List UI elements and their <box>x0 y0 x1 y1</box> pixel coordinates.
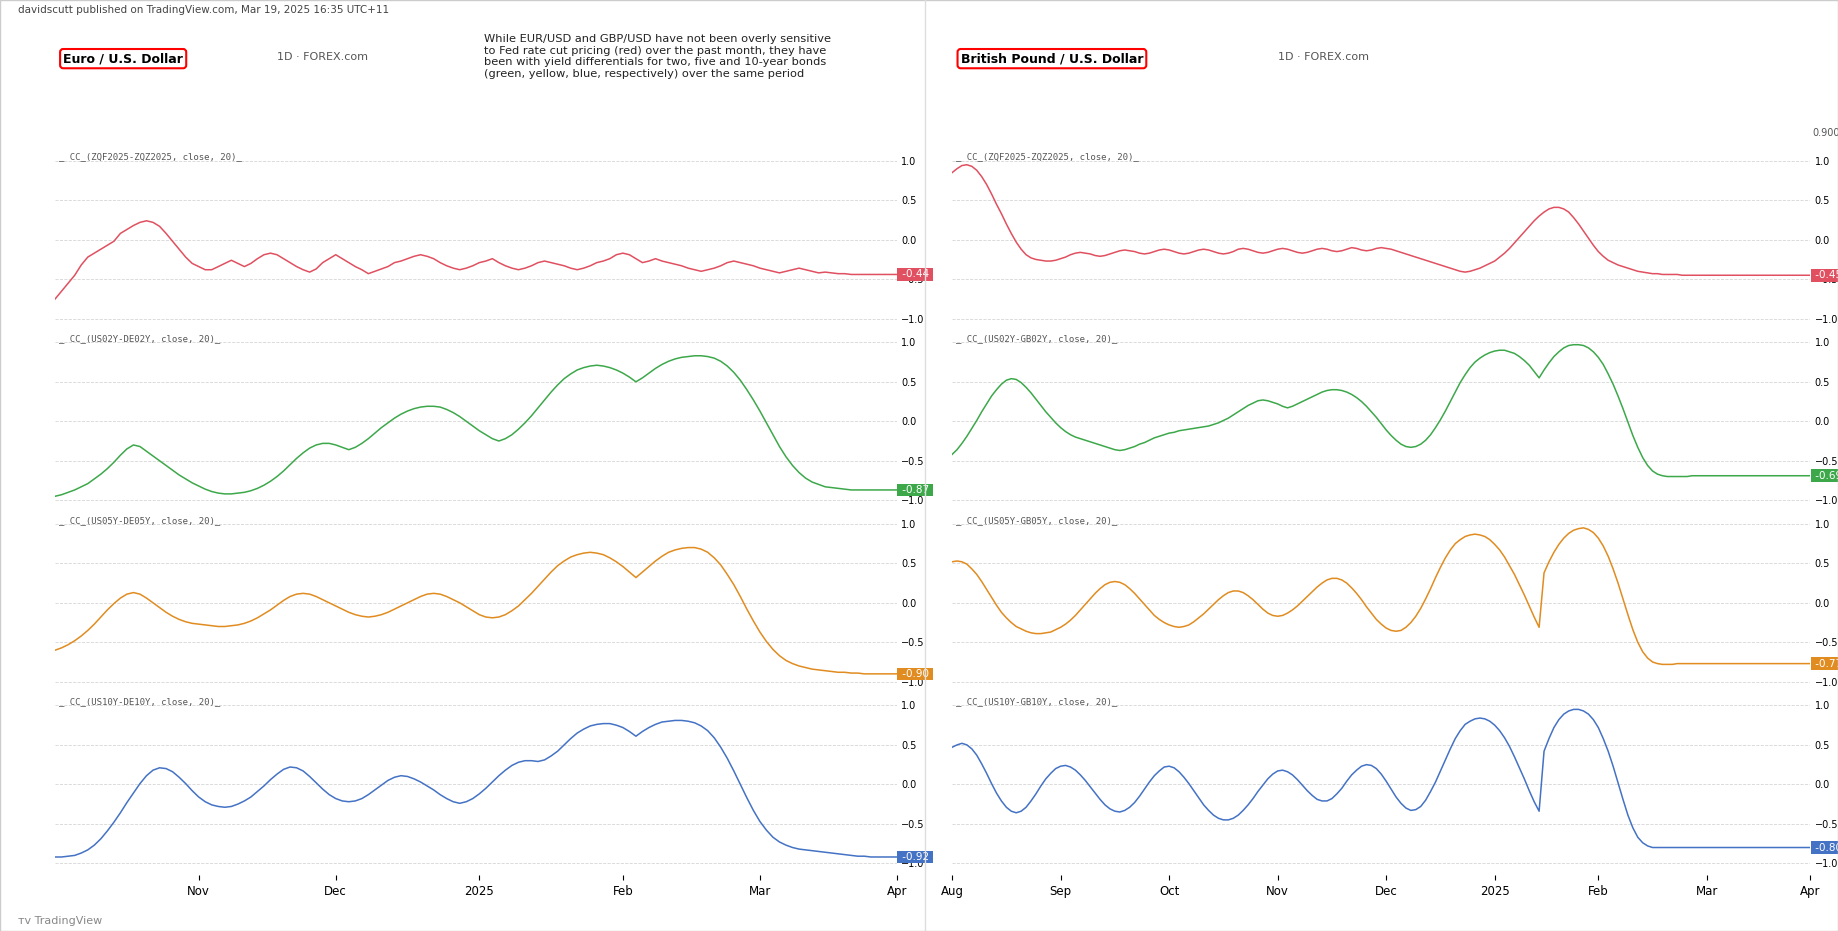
Text: 0.90000: 0.90000 <box>1812 128 1838 138</box>
Text: -0.45: -0.45 <box>1812 270 1838 280</box>
Text: 1D · FOREX.com: 1D · FOREX.com <box>1277 52 1369 62</box>
Text: _ CC_(US05Y-GB05Y, close, 20)_: _ CC_(US05Y-GB05Y, close, 20)_ <box>956 516 1118 525</box>
Text: -0.77: -0.77 <box>1812 658 1838 668</box>
Text: _ CC_(US02Y-GB02Y, close, 20)_: _ CC_(US02Y-GB02Y, close, 20)_ <box>956 334 1118 344</box>
Text: Euro / U.S. Dollar: Euro / U.S. Dollar <box>62 52 184 65</box>
Text: _ CC_(ZQF2025-ZQZ2025, close, 20)_: _ CC_(ZQF2025-ZQZ2025, close, 20)_ <box>956 153 1138 162</box>
Text: -0.80: -0.80 <box>1812 843 1838 853</box>
Text: _ CC_(US10Y-DE10Y, close, 20)_: _ CC_(US10Y-DE10Y, close, 20)_ <box>59 697 221 707</box>
Text: _ CC_(US05Y-DE05Y, close, 20)_: _ CC_(US05Y-DE05Y, close, 20)_ <box>59 516 221 525</box>
Text: 1D · FOREX.com: 1D · FOREX.com <box>278 52 368 62</box>
Text: -0.92: -0.92 <box>899 852 932 862</box>
Text: _ CC_(ZQF2025-ZQZ2025, close, 20)_: _ CC_(ZQF2025-ZQZ2025, close, 20)_ <box>59 153 241 162</box>
Text: While EUR/USD and GBP/USD have not been overly sensitive
to Fed rate cut pricing: While EUR/USD and GBP/USD have not been … <box>485 34 831 79</box>
Text: _ CC_(US02Y-DE02Y, close, 20)_: _ CC_(US02Y-DE02Y, close, 20)_ <box>59 334 221 344</box>
Text: -0.87: -0.87 <box>899 485 932 495</box>
Text: _ CC_(US10Y-GB10Y, close, 20)_: _ CC_(US10Y-GB10Y, close, 20)_ <box>956 697 1118 707</box>
Text: -0.69: -0.69 <box>1812 471 1838 480</box>
Text: British Pound / U.S. Dollar: British Pound / U.S. Dollar <box>961 52 1143 65</box>
Text: ᴛᴠ TradingView: ᴛᴠ TradingView <box>18 916 103 926</box>
Text: -0.44: -0.44 <box>899 269 932 279</box>
Text: davidscutt published on TradingView.com, Mar 19, 2025 16:35 UTC+11: davidscutt published on TradingView.com,… <box>18 5 390 15</box>
Text: -0.90: -0.90 <box>899 668 932 679</box>
